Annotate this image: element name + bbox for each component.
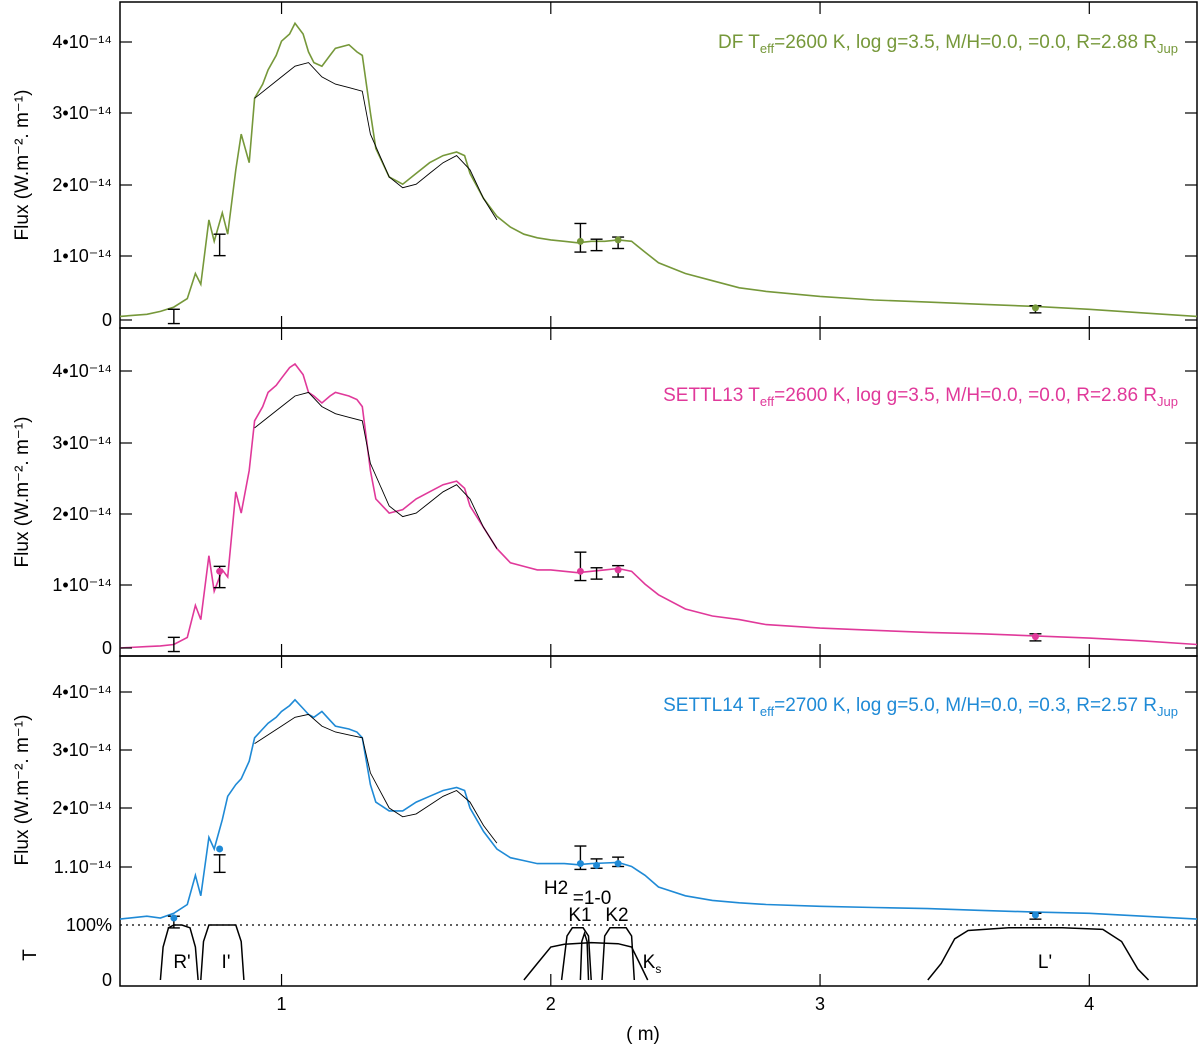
- y-tick-label: 3•10⁻¹⁴: [52, 740, 112, 760]
- observed-spectrum-line: [254, 713, 498, 844]
- model-spectrum-line: [119, 698, 1198, 920]
- middle-model-label: SETTL13 Teff=2600 K, log g=3.5, M/H=0.0,…: [663, 385, 1178, 409]
- model-photometry-point: [216, 845, 224, 853]
- observed-spectrum-line: [254, 62, 498, 221]
- y-tick-label: 0: [102, 638, 112, 658]
- x-tick-label: 1: [277, 994, 287, 1014]
- y-tick-label: 2•10⁻¹⁴: [52, 504, 112, 524]
- y-tick-label: 2•10⁻¹⁴: [52, 798, 112, 818]
- bottom-y-axis-title: Flux (W.m⁻². m⁻¹): [12, 715, 33, 866]
- y-tick-label: 100%: [66, 915, 112, 935]
- model-photometry-point: [1031, 633, 1039, 641]
- model-photometry-point: [593, 861, 601, 869]
- model-photometry-point: [614, 566, 622, 574]
- filter-label-r: R': [173, 952, 190, 973]
- filter-label-h2-sub: =1-0: [573, 888, 612, 909]
- curves-layer: [119, 21, 1198, 981]
- filter-y-axis-title: T: [20, 949, 41, 961]
- bottom-panel-frame: [119, 655, 1198, 987]
- filter-label-k1: K1: [568, 905, 591, 926]
- bottom-model-label: SETTL14 Teff=2700 K, log g=5.0, M/H=0.0,…: [663, 695, 1178, 719]
- model-photometry-point: [576, 860, 584, 868]
- model-photometry-point: [576, 567, 584, 575]
- y-tick-label: 0: [102, 310, 112, 330]
- model-photometry-point: [614, 860, 622, 868]
- y-tick-label: 0: [102, 970, 112, 990]
- y-tick-label: 4•10⁻¹⁴: [52, 361, 112, 381]
- middle-y-axis-title: Flux (W.m⁻². m⁻¹): [12, 417, 33, 568]
- model-photometry-point: [614, 236, 622, 244]
- model-photometry-point: [576, 237, 584, 245]
- model-photometry-point: [1031, 304, 1039, 312]
- x-tick-label: 3: [815, 994, 825, 1014]
- filter-curve: [601, 927, 636, 981]
- ticks-layer: 0 1•10⁻¹⁴ 2•10⁻¹⁴ 3•10⁻¹⁴ 4•10⁻¹⁴ 0 1•10⁻¹⁴ 2•1…: [52, 2, 1197, 1014]
- y-tick-label: 3•10⁻¹⁴: [52, 103, 112, 123]
- x-axis-title: ( m): [626, 1024, 660, 1045]
- y-tick-label: 2•10⁻¹⁴: [52, 175, 112, 195]
- model-photometry-point: [216, 567, 224, 575]
- filter-curve: [927, 927, 1150, 981]
- y-tick-label: 1•10⁻¹⁴: [52, 575, 112, 595]
- x-tick-label: 4: [1084, 994, 1094, 1014]
- top-model-label: DF Teff=2600 K, log g=3.5, M/H=0.0, =0.0…: [718, 32, 1178, 56]
- y-tick-label: 4•10⁻¹⁴: [52, 32, 112, 52]
- filter-label-ks: Ks: [643, 952, 662, 976]
- filter-label-k2: K2: [605, 905, 628, 926]
- x-tick-label: 2: [546, 994, 556, 1014]
- model-photometry-point: [170, 914, 178, 922]
- y-tick-label: 1•10⁻¹⁴: [52, 246, 112, 266]
- filter-curve: [523, 941, 649, 981]
- y-tick-label: 4•10⁻¹⁴: [52, 682, 112, 702]
- top-y-axis-title: Flux (W.m⁻². m⁻¹): [12, 90, 33, 241]
- y-tick-label: 3•10⁻¹⁴: [52, 433, 112, 453]
- filter-curve: [159, 924, 199, 981]
- filter-curve: [560, 927, 592, 981]
- model-photometry-point: [1031, 911, 1039, 919]
- filter-label-h2: H2: [544, 878, 568, 899]
- filter-label-i: I': [222, 952, 231, 973]
- filter-curve: [579, 930, 590, 981]
- filter-curve: [200, 924, 245, 981]
- y-tick-label: 1.10⁻¹⁴: [54, 857, 112, 877]
- observed-spectrum-line: [254, 391, 498, 549]
- filter-label-l: L': [1038, 952, 1052, 973]
- model-spectrum-line: [119, 21, 1198, 318]
